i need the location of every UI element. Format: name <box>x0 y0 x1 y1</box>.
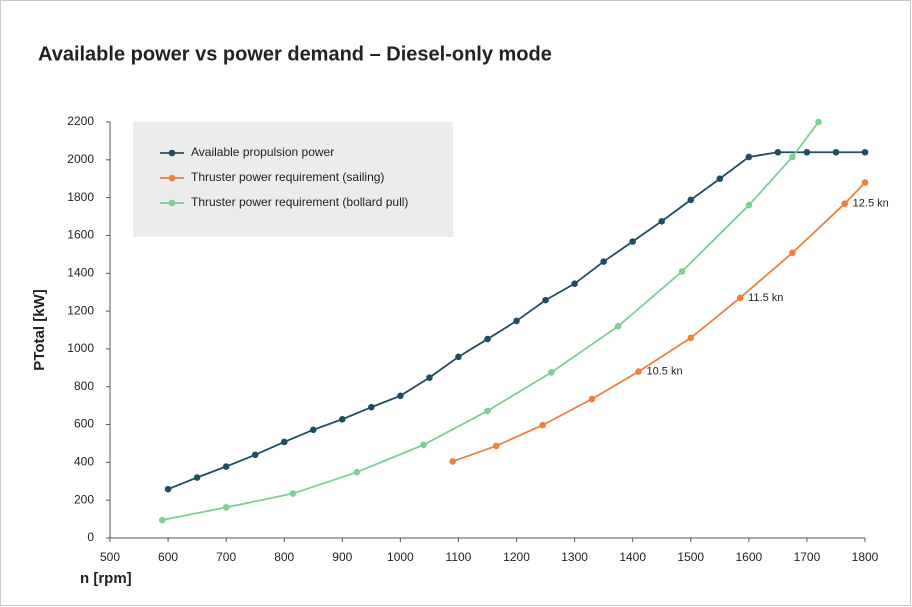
x-tick-label: 600 <box>158 550 178 564</box>
data-point <box>548 369 555 376</box>
y-tick-label: 800 <box>74 379 94 393</box>
x-tick-label: 1300 <box>561 550 588 564</box>
data-point <box>449 458 456 465</box>
x-tick-label: 1700 <box>794 550 821 564</box>
y-tick-label: 1200 <box>67 303 94 317</box>
data-point <box>678 268 686 275</box>
x-axis-label: n [rpm] <box>80 570 132 587</box>
data-point <box>635 368 642 375</box>
x-tick-label: 700 <box>216 550 236 564</box>
data-point <box>789 153 796 161</box>
legend-label: Thruster power requirement (bollard pull… <box>191 195 408 209</box>
series-line <box>162 121 820 521</box>
data-point <box>571 280 578 287</box>
data-point <box>803 148 811 156</box>
legend-box <box>133 122 453 237</box>
x-tick-label: 1200 <box>503 550 530 564</box>
data-point <box>222 463 230 470</box>
y-tick-label: 2000 <box>67 152 94 166</box>
data-point <box>861 179 869 186</box>
data-point <box>426 374 433 381</box>
data-point <box>353 468 361 476</box>
legend-label: Available propulsion power <box>191 145 334 159</box>
y-tick-label: 1400 <box>67 265 94 279</box>
x-tick-label: 1100 <box>446 550 472 564</box>
data-point <box>614 322 622 330</box>
data-point <box>629 238 636 245</box>
data-point <box>745 153 753 161</box>
data-point <box>222 504 230 511</box>
data-point <box>484 335 491 343</box>
x-tick-label: 1600 <box>735 550 762 564</box>
data-point <box>774 148 782 156</box>
y-tick-label: 1000 <box>67 341 94 355</box>
data-point <box>280 438 288 446</box>
data-point <box>164 485 172 493</box>
data-point <box>542 296 549 304</box>
y-tick-label: 600 <box>74 417 94 431</box>
data-point <box>455 353 462 361</box>
data-point <box>513 317 520 325</box>
series-line <box>452 181 866 463</box>
y-tick-label: 200 <box>74 492 94 506</box>
data-point <box>539 421 546 429</box>
annotation: 12.5 kn <box>853 198 889 210</box>
data-point <box>716 175 724 183</box>
x-tick-label: 900 <box>332 550 352 564</box>
data-point <box>815 118 822 126</box>
data-point <box>492 442 500 450</box>
y-axis-label: PTotal [kW] <box>31 289 48 370</box>
x-tick-label: 1400 <box>619 550 646 564</box>
data-point <box>309 426 317 434</box>
data-point <box>687 334 695 342</box>
data-point <box>745 201 753 209</box>
x-tick-label: 1000 <box>387 550 414 564</box>
annotation: 11.5 kn <box>748 292 783 304</box>
data-point <box>861 148 869 156</box>
data-point <box>832 148 840 156</box>
chart-title: Available power vs power demand – Diesel… <box>38 43 552 65</box>
y-tick-label: 1600 <box>67 228 94 242</box>
legend-marker <box>168 149 176 157</box>
y-tick-label: 1800 <box>67 190 94 204</box>
data-point <box>658 217 666 225</box>
data-point <box>687 196 695 204</box>
legend-label: Thruster power requirement (sailing) <box>191 170 384 184</box>
y-tick-label: 400 <box>74 455 94 469</box>
annotation: 10.5 kn <box>647 366 683 378</box>
data-point <box>397 392 404 400</box>
data-point <box>736 294 744 302</box>
data-point <box>420 441 427 449</box>
y-tick-label: 2200 <box>67 114 94 128</box>
data-point <box>600 258 607 265</box>
legend-marker <box>168 199 176 207</box>
data-point <box>789 249 796 257</box>
x-tick-label: 1500 <box>677 550 704 564</box>
data-point <box>251 451 259 459</box>
data-point <box>289 490 297 497</box>
data-point <box>339 415 346 423</box>
x-tick-label: 1800 <box>852 550 879 564</box>
y-tick-label: 0 <box>87 530 94 544</box>
x-tick-label: 800 <box>274 550 294 564</box>
data-point <box>158 516 166 524</box>
data-point <box>841 200 848 207</box>
data-point <box>193 474 201 481</box>
legend-marker <box>168 174 176 182</box>
data-point <box>484 407 491 415</box>
x-tick-label: 500 <box>100 550 120 564</box>
data-point <box>588 395 596 403</box>
data-point <box>368 403 375 411</box>
